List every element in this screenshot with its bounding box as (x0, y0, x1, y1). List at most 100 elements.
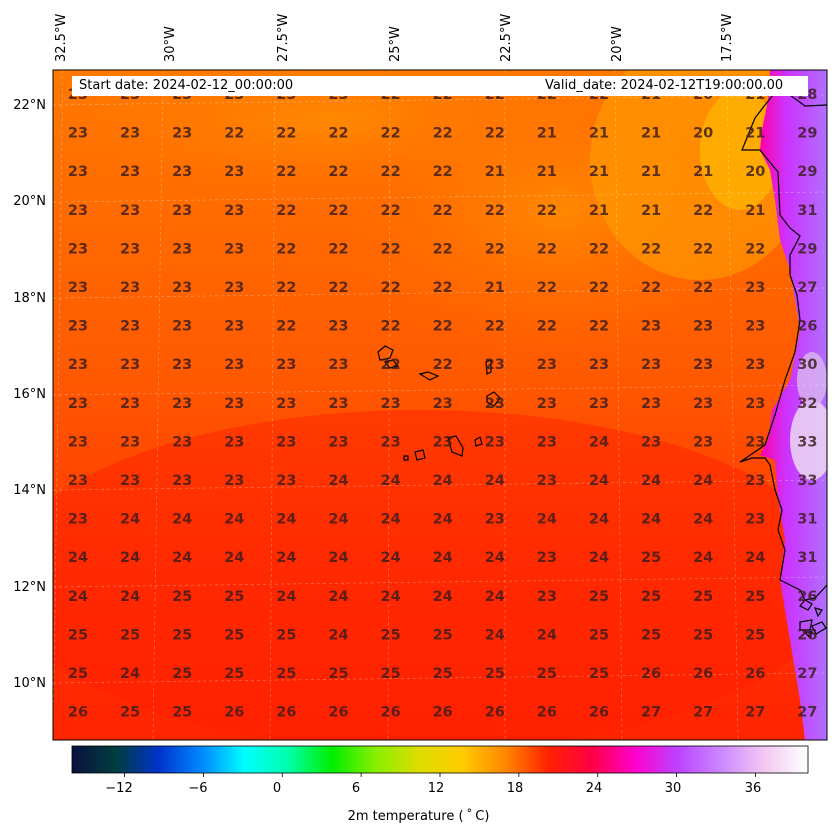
grid-value-label: 23 (172, 434, 192, 450)
grid-value-label: 22 (433, 164, 453, 180)
grid-value-label: 23 (120, 319, 140, 335)
grid-value-label: 24 (641, 512, 661, 528)
grid-value-label: 22 (433, 241, 453, 257)
grid-value-label: 25 (485, 666, 505, 682)
lon-label-30w: 30°W (163, 26, 178, 62)
grid-value-label: 23 (120, 164, 140, 180)
grid-value-label: 23 (172, 126, 192, 142)
colorbar-tick-label: 36 (744, 781, 762, 796)
grid-value-label: 25 (68, 627, 88, 643)
grid-value-label: 24 (276, 512, 296, 528)
grid-value-label: 29 (797, 164, 817, 180)
grid-value-label: 24 (485, 589, 505, 605)
grid-value-label: 21 (589, 164, 609, 180)
grid-value-label: 26 (328, 705, 348, 721)
grid-value-label: 23 (224, 203, 244, 219)
grid-value-label: 22 (328, 164, 348, 180)
grid-value-label: 23 (224, 319, 244, 335)
grid-value-label: 25 (120, 705, 140, 721)
grid-value-label: 25 (172, 666, 192, 682)
grid-value-label: 23 (120, 357, 140, 373)
grid-value-label: 26 (797, 627, 817, 643)
grid-value-label: 23 (224, 280, 244, 296)
colorbar-tick-label: 0 (272, 781, 282, 796)
grid-value-label: 23 (693, 434, 713, 450)
grid-value-label: 23 (276, 357, 296, 373)
grid-value-label: 22 (276, 164, 296, 180)
grid-value-label: 21 (745, 203, 765, 219)
grid-value-label: 24 (328, 589, 348, 605)
grid-value-label: 24 (120, 589, 140, 605)
grid-value-label: 25 (328, 666, 348, 682)
info-box (72, 76, 808, 96)
grid-value-label: 24 (224, 550, 244, 566)
grid-value-label: 22 (276, 126, 296, 142)
grid-value-label: 23 (328, 319, 348, 335)
island-sal (485, 359, 492, 375)
grid-value-label: 26 (797, 589, 817, 605)
grid-value-label: 25 (537, 666, 557, 682)
grid-value-label: 23 (433, 396, 453, 412)
grid-value-label: 24 (537, 627, 557, 643)
grid-value-label: 24 (276, 550, 296, 566)
grid-value-label: 22 (276, 241, 296, 257)
grid-value-label: 21 (641, 164, 661, 180)
grid-value-label: 23 (745, 357, 765, 373)
grid-value-label: 24 (328, 627, 348, 643)
grid-value-label: 23 (381, 396, 401, 412)
grid-value-label: 30 (797, 357, 817, 373)
grid-value-label: 24 (381, 550, 401, 566)
grid-value-label: 24 (68, 589, 88, 605)
grid-value-label: 22 (641, 280, 661, 296)
grid-value-label: 22 (276, 280, 296, 296)
grid-value-label: 22 (485, 126, 505, 142)
grid-value-label: 23 (68, 473, 88, 489)
grid-value-label: 25 (224, 666, 244, 682)
grid-value-label: 24 (589, 434, 609, 450)
grid-value-label: 24 (381, 473, 401, 489)
grid-value-label: 23 (485, 434, 505, 450)
grid-value-label: 21 (693, 164, 713, 180)
grid-value-label: 26 (433, 705, 453, 721)
grid-value-label: 26 (381, 705, 401, 721)
grid-value-label: 23 (589, 357, 609, 373)
grid-value-label: 23 (328, 434, 348, 450)
grid-value-label: 22 (381, 241, 401, 257)
grid-value-label: 25 (693, 589, 713, 605)
warm-band-south (53, 410, 827, 740)
grid-value-label: 24 (120, 666, 140, 682)
grid-value-label: 23 (68, 357, 88, 373)
land-hot-core (790, 400, 827, 480)
grid-value-label: 32 (797, 396, 817, 412)
grid-value-label: 25 (120, 627, 140, 643)
grid-value-label: 23 (745, 434, 765, 450)
grid-value-label: 21 (589, 126, 609, 142)
grid-value-label: 24 (172, 512, 192, 528)
island-santiago (447, 435, 464, 457)
grid-value-label: 23 (641, 434, 661, 450)
grid-value-label: 26 (693, 666, 713, 682)
grid-value-label: 23 (68, 280, 88, 296)
grid-value-label: 26 (589, 705, 609, 721)
grid-value-label: 24 (433, 473, 453, 489)
grid-value-label: 24 (381, 512, 401, 528)
grid-value-label: 25 (745, 627, 765, 643)
grid-value-label: 24 (224, 512, 244, 528)
grid-value-label: 23 (485, 512, 505, 528)
grid-value-label: 25 (381, 627, 401, 643)
grid-value-label: 23 (172, 241, 192, 257)
grid-value-label: 26 (641, 666, 661, 682)
grid-value-label: 24 (433, 589, 453, 605)
grid-value-label: 24 (693, 512, 713, 528)
grid-value-label: 24 (120, 512, 140, 528)
grid-value-label: 27 (641, 705, 661, 721)
grid-value-label: 22 (328, 241, 348, 257)
grid-value-label: 23 (693, 319, 713, 335)
grid-value-label: 24 (328, 512, 348, 528)
grid-value-label: 25 (641, 589, 661, 605)
grid-value-label: 22 (537, 280, 557, 296)
grid-value-label: 25 (641, 550, 661, 566)
grid-value-label: 22 (693, 203, 713, 219)
grid-value-label: 21 (745, 126, 765, 142)
grid-value-label: 22 (328, 280, 348, 296)
